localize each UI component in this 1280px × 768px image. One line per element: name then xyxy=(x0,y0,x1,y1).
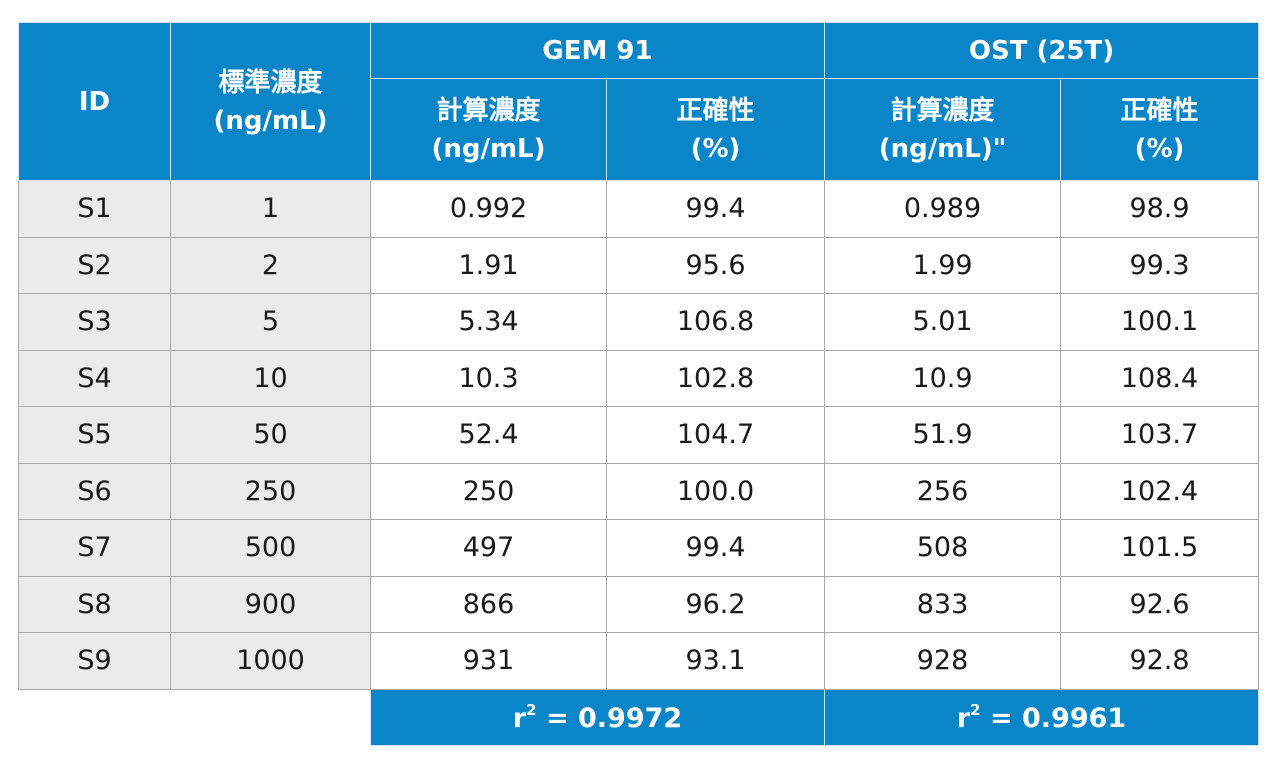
row-ost-conc-cell: 10.9 xyxy=(824,349,1061,407)
header-gem-calc-conc: 計算濃度 (ng/mL) xyxy=(370,78,607,181)
row-std-cell: 5 xyxy=(170,293,371,351)
row-ost-conc-cell: 928 xyxy=(824,632,1061,690)
table-row: S6 250 250 100.0 256 102.4 xyxy=(18,462,1259,520)
ost-r2-value: = 0.9961 xyxy=(980,702,1127,734)
header-standard-concentration: 標準濃度 (ng/mL) xyxy=(170,22,371,181)
r-squared-row: r2 = 0.9972 r2 = 0.9961 xyxy=(18,688,1259,746)
gem-r-squared: r2 = 0.9972 xyxy=(370,688,825,746)
header-id: ID xyxy=(18,22,171,181)
row-gem-acc-cell: 99.4 xyxy=(606,180,825,238)
row-gem-conc-cell: 10.3 xyxy=(370,349,607,407)
row-id-cell: S1 xyxy=(18,180,171,238)
row-id-cell: S4 xyxy=(18,349,171,407)
header-ost-accuracy-line2: (%) xyxy=(1134,133,1185,164)
row-std-cell: 2 xyxy=(170,236,371,294)
header-gem-accuracy-line1: 正確性 xyxy=(676,95,755,126)
calibration-table: ID 標準濃度 (ng/mL) GEM 91 OST (25T) 計算濃度 (n… xyxy=(18,22,1259,746)
gem-r2-value: = 0.9972 xyxy=(536,702,683,734)
row-id-cell: S5 xyxy=(18,406,171,464)
footer-blank xyxy=(18,689,371,745)
row-std-cell: 500 xyxy=(170,519,371,577)
header-ost-accuracy-line1: 正確性 xyxy=(1120,95,1199,126)
header-group-ost25t: OST (25T) xyxy=(824,22,1259,79)
header-group-gem91-label: GEM 91 xyxy=(542,35,653,66)
row-gem-acc-cell: 95.6 xyxy=(606,236,825,294)
header-group-gem91: GEM 91 xyxy=(370,22,825,79)
row-gem-conc-cell: 0.992 xyxy=(370,180,607,238)
header-gem-accuracy: 正確性 (%) xyxy=(606,78,825,181)
table-row: S8 900 866 96.2 833 92.6 xyxy=(18,575,1259,633)
table-header: ID 標準濃度 (ng/mL) GEM 91 OST (25T) 計算濃度 (n… xyxy=(18,22,1259,181)
row-id-cell: S8 xyxy=(18,575,171,633)
row-id-cell: S2 xyxy=(18,236,171,294)
row-ost-acc-cell: 102.4 xyxy=(1060,462,1259,520)
row-gem-conc-cell: 931 xyxy=(370,632,607,690)
row-gem-acc-cell: 99.4 xyxy=(606,519,825,577)
table-container: ID 標準濃度 (ng/mL) GEM 91 OST (25T) 計算濃度 (n… xyxy=(18,22,1259,746)
row-gem-conc-cell: 5.34 xyxy=(370,293,607,351)
table-row: S3 5 5.34 106.8 5.01 100.1 xyxy=(18,293,1259,351)
row-ost-acc-cell: 99.3 xyxy=(1060,236,1259,294)
row-std-cell: 1 xyxy=(170,180,371,238)
row-ost-conc-cell: 1.99 xyxy=(824,236,1061,294)
header-id-label: ID xyxy=(78,86,111,117)
row-ost-conc-cell: 51.9 xyxy=(824,406,1061,464)
header-std-conc-line1: 標準濃度 xyxy=(218,67,323,98)
header-gem-calc-conc-line1: 計算濃度 xyxy=(436,95,541,126)
row-id-cell: S3 xyxy=(18,293,171,351)
row-ost-acc-cell: 100.1 xyxy=(1060,293,1259,351)
row-std-cell: 1000 xyxy=(170,632,371,690)
row-gem-conc-cell: 497 xyxy=(370,519,607,577)
header-ost-calc-conc: 計算濃度 (ng/mL)" xyxy=(824,78,1061,181)
row-ost-acc-cell: 101.5 xyxy=(1060,519,1259,577)
row-gem-acc-cell: 104.7 xyxy=(606,406,825,464)
row-ost-conc-cell: 508 xyxy=(824,519,1061,577)
row-ost-acc-cell: 92.6 xyxy=(1060,575,1259,633)
row-gem-acc-cell: 106.8 xyxy=(606,293,825,351)
ost-r2-symbol: r xyxy=(956,702,971,734)
row-gem-conc-cell: 250 xyxy=(370,462,607,520)
row-ost-acc-cell: 108.4 xyxy=(1060,349,1259,407)
table-body: S1 1 0.992 99.4 0.989 98.9 S2 2 1.91 95.… xyxy=(18,180,1259,746)
header-ost-calc-conc-line2: (ng/mL)" xyxy=(878,133,1007,164)
row-gem-acc-cell: 96.2 xyxy=(606,575,825,633)
ost-r-squared: r2 = 0.9961 xyxy=(824,688,1259,746)
header-gem-calc-conc-line2: (ng/mL) xyxy=(431,133,546,164)
row-id-cell: S9 xyxy=(18,632,171,690)
row-gem-conc-cell: 52.4 xyxy=(370,406,607,464)
header-std-conc-line2: (ng/mL) xyxy=(213,105,328,136)
row-ost-acc-cell: 92.8 xyxy=(1060,632,1259,690)
row-ost-conc-cell: 833 xyxy=(824,575,1061,633)
row-id-cell: S6 xyxy=(18,462,171,520)
row-ost-conc-cell: 5.01 xyxy=(824,293,1061,351)
gem-r2-exponent: 2 xyxy=(526,700,537,719)
header-group-ost25t-label: OST (25T) xyxy=(968,35,1115,66)
row-gem-acc-cell: 100.0 xyxy=(606,462,825,520)
table-row: S1 1 0.992 99.4 0.989 98.9 xyxy=(18,180,1259,238)
row-ost-acc-cell: 98.9 xyxy=(1060,180,1259,238)
row-ost-conc-cell: 256 xyxy=(824,462,1061,520)
row-std-cell: 10 xyxy=(170,349,371,407)
header-ost-accuracy: 正確性 (%) xyxy=(1060,78,1259,181)
row-std-cell: 250 xyxy=(170,462,371,520)
row-gem-conc-cell: 1.91 xyxy=(370,236,607,294)
table-row: S4 10 10.3 102.8 10.9 108.4 xyxy=(18,349,1259,407)
header-ost-calc-conc-line1: 計算濃度 xyxy=(890,95,995,126)
table-row: S9 1000 931 93.1 928 92.8 xyxy=(18,632,1259,690)
row-id-cell: S7 xyxy=(18,519,171,577)
row-gem-conc-cell: 866 xyxy=(370,575,607,633)
table-row: S2 2 1.91 95.6 1.99 99.3 xyxy=(18,236,1259,294)
ost-r2-exponent: 2 xyxy=(970,700,981,719)
row-std-cell: 900 xyxy=(170,575,371,633)
row-ost-acc-cell: 103.7 xyxy=(1060,406,1259,464)
row-std-cell: 50 xyxy=(170,406,371,464)
gem-r2-symbol: r xyxy=(512,702,527,734)
table-row: S5 50 52.4 104.7 51.9 103.7 xyxy=(18,406,1259,464)
row-gem-acc-cell: 93.1 xyxy=(606,632,825,690)
header-gem-accuracy-line2: (%) xyxy=(690,133,741,164)
row-gem-acc-cell: 102.8 xyxy=(606,349,825,407)
row-ost-conc-cell: 0.989 xyxy=(824,180,1061,238)
table-row: S7 500 497 99.4 508 101.5 xyxy=(18,519,1259,577)
